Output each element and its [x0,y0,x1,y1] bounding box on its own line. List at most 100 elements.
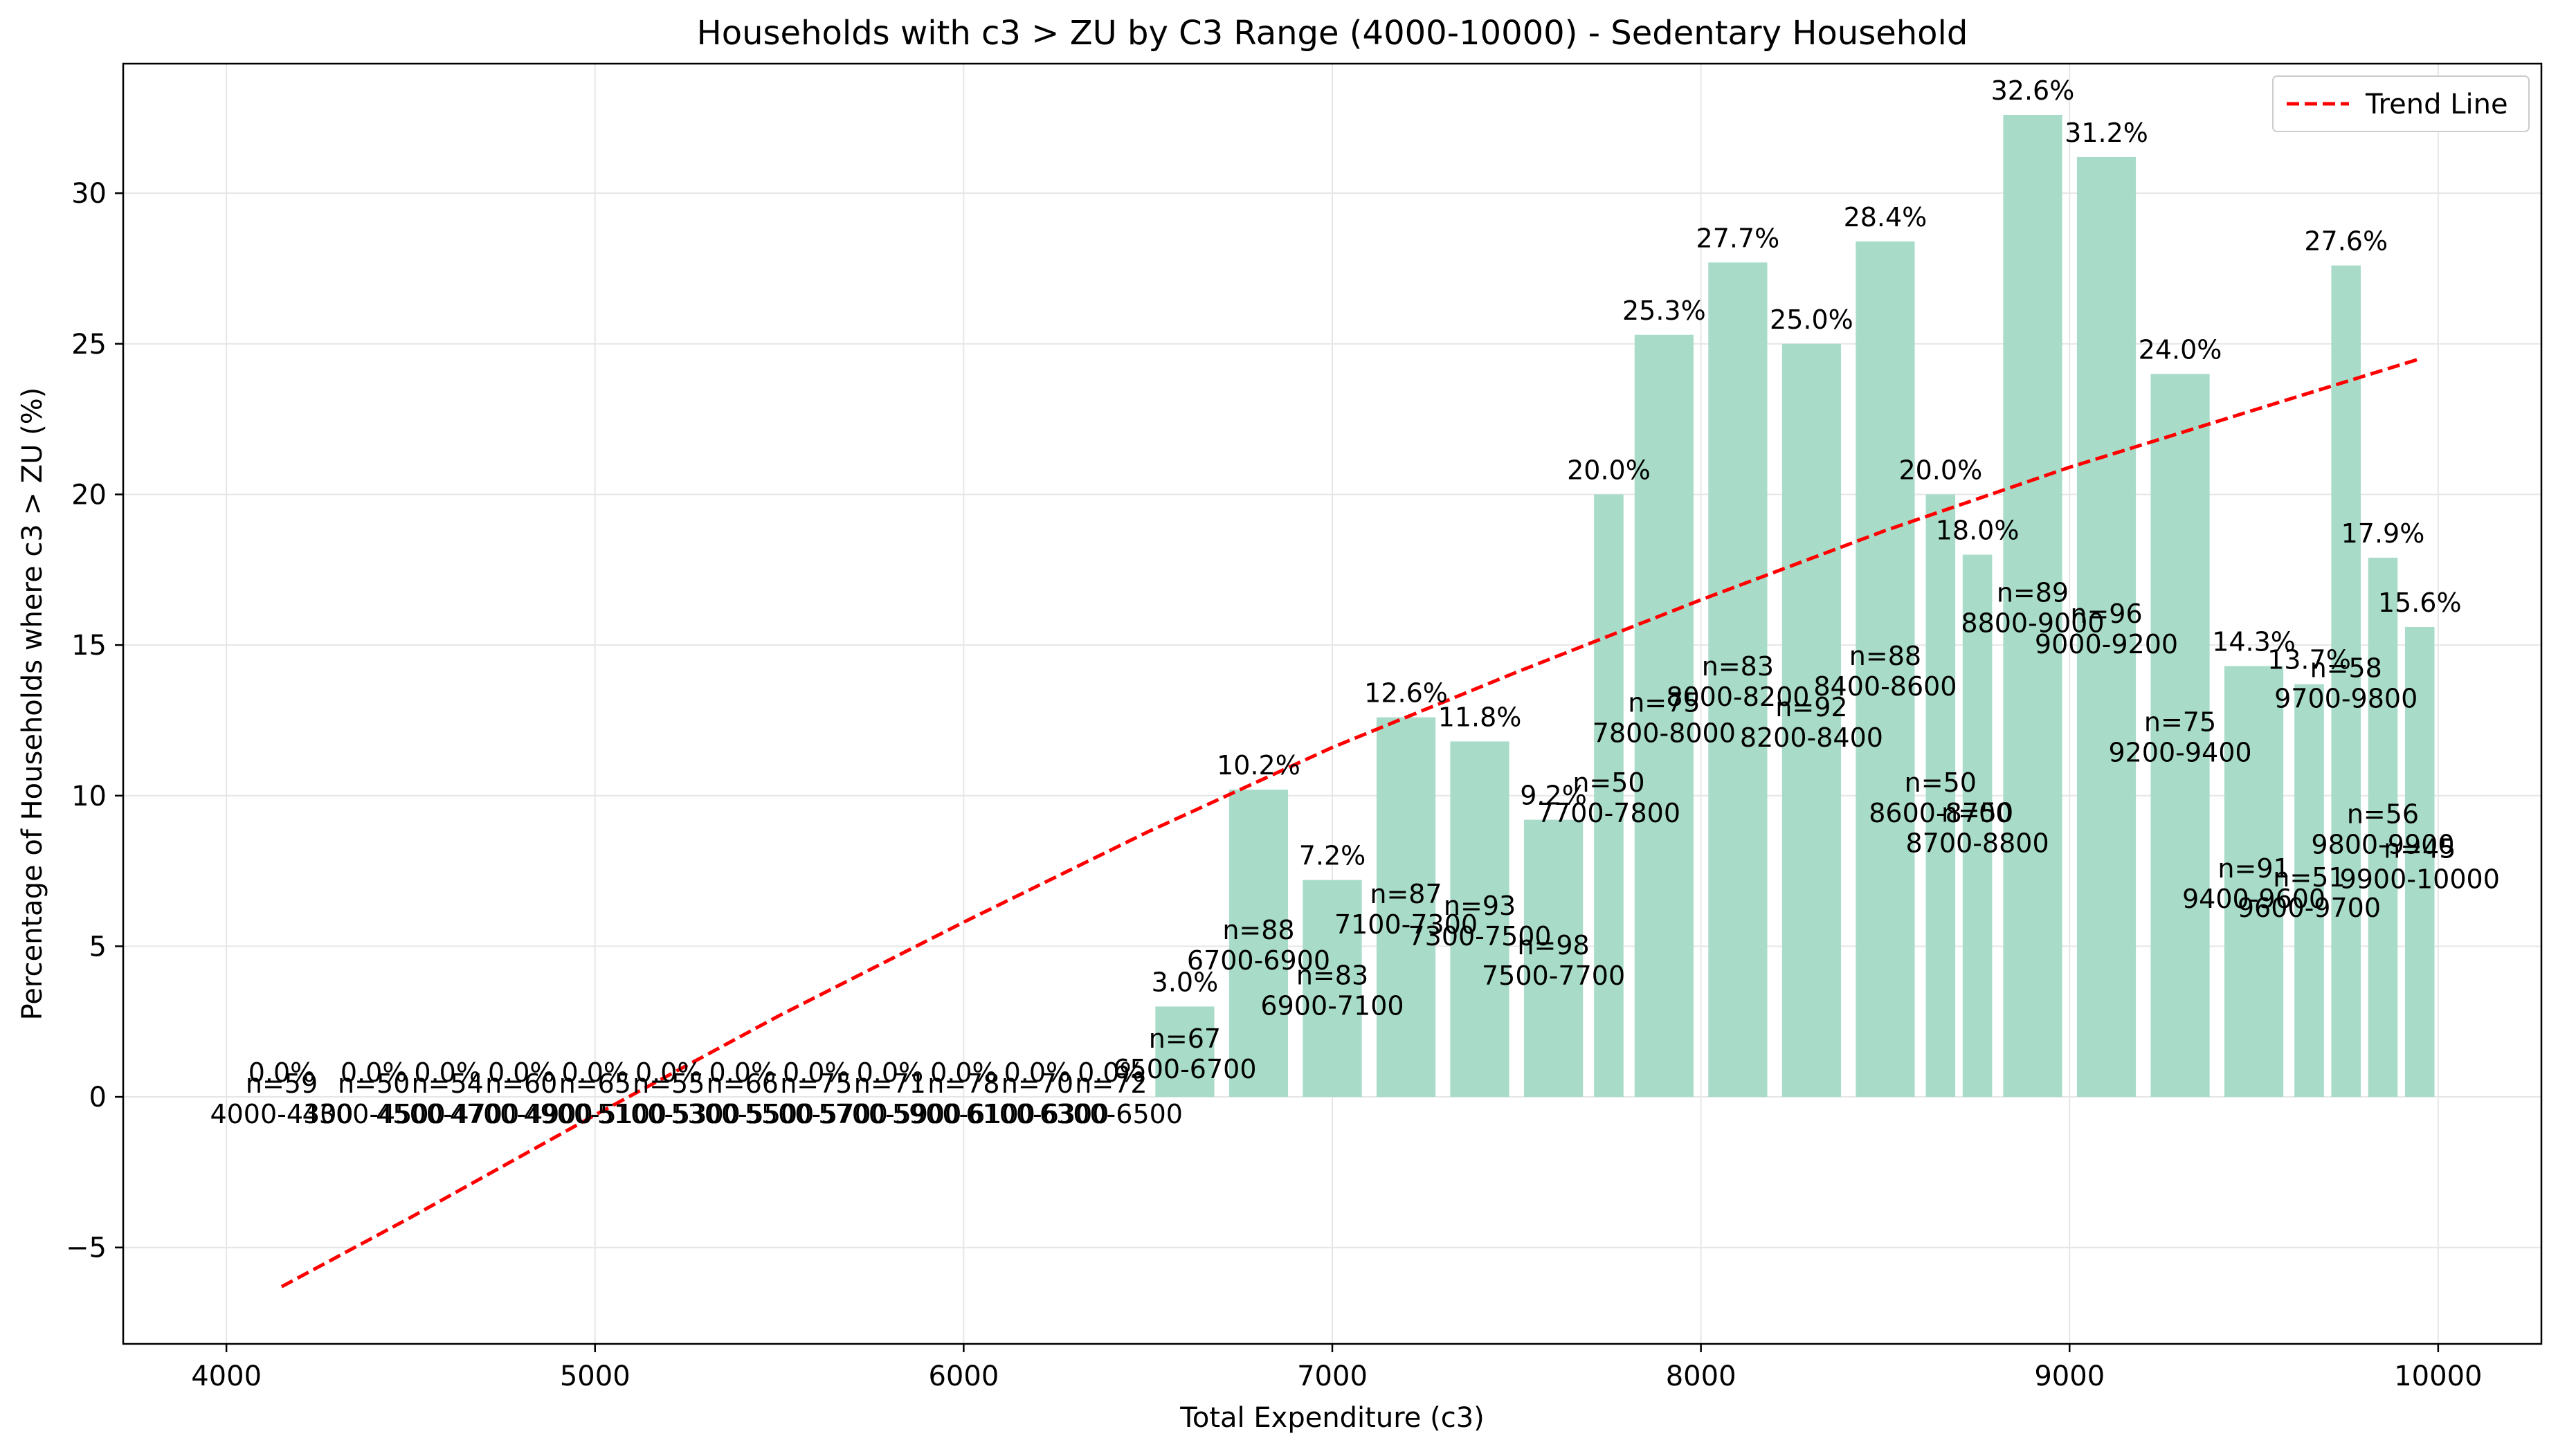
bar-count-label: n=87 [1370,879,1442,909]
bar-range-label: 8000-8200 [1666,682,1809,712]
bar-percent-label: 0.0% [248,1057,316,1088]
bar-count-label: n=67 [1149,1023,1221,1054]
bar-percent-label: 0.0% [635,1057,702,1088]
bar-count-label: n=83 [1702,651,1774,682]
bar-count-label: n=88 [1222,915,1294,945]
bar-count-label: n=65 [559,1068,631,1099]
bar [2331,265,2361,1098]
bar-range-label: 5100-5300 [597,1099,741,1129]
bar-count-label: n=45 [2384,834,2456,864]
x-tick-label: 7000 [1297,1361,1368,1392]
chart-title: Households with c3 > ZU by C3 Range (400… [697,14,1968,53]
bar-count-label: n=66 [707,1068,779,1099]
bar-range-label: 4300-4500 [302,1099,446,1129]
x-tick-label: 5000 [560,1361,631,1392]
bar [1925,494,1956,1098]
bar-range-label: 4000-4300 [210,1099,353,1129]
bar-range-label: 7700-7800 [1537,798,1680,828]
bar-count-label: n=91 [2217,853,2289,884]
bar-count-label: n=55 [633,1068,705,1099]
bar-count-label: n=50 [338,1068,410,1099]
trend-line [280,357,2420,1289]
legend-box [2272,75,2530,132]
bar [2224,666,2284,1098]
x-axis-label: Total Expenditure (c3) [1179,1402,1485,1434]
bar-range-label: 5700-5900 [818,1099,961,1129]
bar-range-label: 4700-4900 [450,1099,593,1129]
bar-percent-label: 0.0% [783,1057,850,1088]
bar [1155,1006,1215,1098]
bar-count-label: n=93 [1444,891,1516,921]
bar [1962,554,1993,1098]
bar-percent-label: 0.0% [561,1057,628,1088]
bar-percent-label: 25.3% [1622,295,1706,326]
bar-percent-label: 13.7% [2267,645,2351,675]
bar-percent-label: 12.6% [1364,678,1448,709]
x-tick-label: 6000 [928,1361,999,1392]
bar [2076,156,2137,1098]
y-tick-label: 25 [71,329,107,361]
y-tick-label: 10 [71,781,107,812]
bar-range-label: 8800-9000 [1961,608,2104,639]
bar-range-label: 6100-6300 [965,1099,1109,1129]
bar-percent-label: 28.4% [1844,202,1927,233]
bar-range-label: 8400-8600 [1813,671,1957,702]
bar-range-label: 7800-8000 [1593,718,1736,748]
legend-trend-label: Trend Line [2365,89,2508,120]
y-tick-label: 0 [89,1082,107,1113]
bar-range-label: 9800-9900 [2311,829,2454,859]
bar-count-label: n=50 [1905,767,1977,798]
bar [1376,717,1436,1098]
bar [2150,374,2210,1098]
bar-percent-label: 0.0% [488,1057,555,1088]
x-tick-label: 9000 [2034,1361,2105,1392]
bar [1303,880,1362,1098]
bar-count-label: n=60 [485,1068,557,1099]
x-tick-label: 4000 [191,1361,262,1392]
bar-count-label: n=72 [1075,1068,1147,1099]
bar-range-label: 8600-8700 [1869,798,2012,828]
bar-range-label: 8200-8400 [1740,722,1883,753]
bar [2003,115,2062,1098]
bar-range-label: 9600-9700 [2238,893,2381,923]
y-tick-label: 5 [89,931,107,963]
bar [1634,334,1694,1098]
bar-percent-label: 9.2% [1520,781,1587,811]
bar-range-label: 6300-6500 [1040,1099,1183,1129]
bar [1856,241,1915,1098]
bar [1594,494,1624,1098]
bar-percent-label: 32.6% [1991,75,2075,106]
bar [2404,627,2435,1098]
bar-percent-label: 15.6% [2378,588,2462,618]
bar-percent-label: 3.0% [1152,967,1219,997]
bar-count-label: n=88 [1849,641,1921,671]
bar-percent-label: 0.0% [341,1057,408,1088]
bar-range-label: 6500-6700 [1113,1054,1256,1084]
bar-range-label: 9000-9200 [2035,629,2178,659]
bar-count-label: n=83 [1296,960,1368,990]
bar-count-label: n=75 [2144,707,2216,738]
bar-count-label: n=51 [2273,862,2345,893]
bar-count-label: n=92 [1775,692,1847,722]
bar-count-label: n=75 [780,1068,852,1099]
bar-percent-label: 27.6% [2304,226,2388,257]
bar-range-label: 9700-9800 [2274,683,2418,713]
bar-range-label: 9400-9600 [2182,884,2325,914]
bar-count-label: n=78 [927,1068,999,1099]
bar-count-label: n=96 [2070,599,2142,629]
bar-percent-label: 17.9% [2341,518,2425,549]
bar-range-label: 6900-7100 [1260,990,1404,1021]
bar-percent-label: 18.0% [1936,516,2020,546]
bar-percent-label: 7.2% [1299,841,1366,871]
bar-percent-label: 31.2% [2065,118,2148,148]
x-tick-label: 8000 [1666,1361,1736,1392]
bar-range-label: 4900-5100 [523,1099,666,1129]
bar-range-label: 5500-5700 [745,1099,888,1129]
bar-percent-label: 11.8% [1438,702,1522,732]
bar-percent-label: 25.0% [1770,304,1853,335]
bar-count-label: n=58 [2310,653,2382,683]
bar [1450,741,1509,1098]
bar-range-label: 8700-8800 [1906,828,2049,858]
